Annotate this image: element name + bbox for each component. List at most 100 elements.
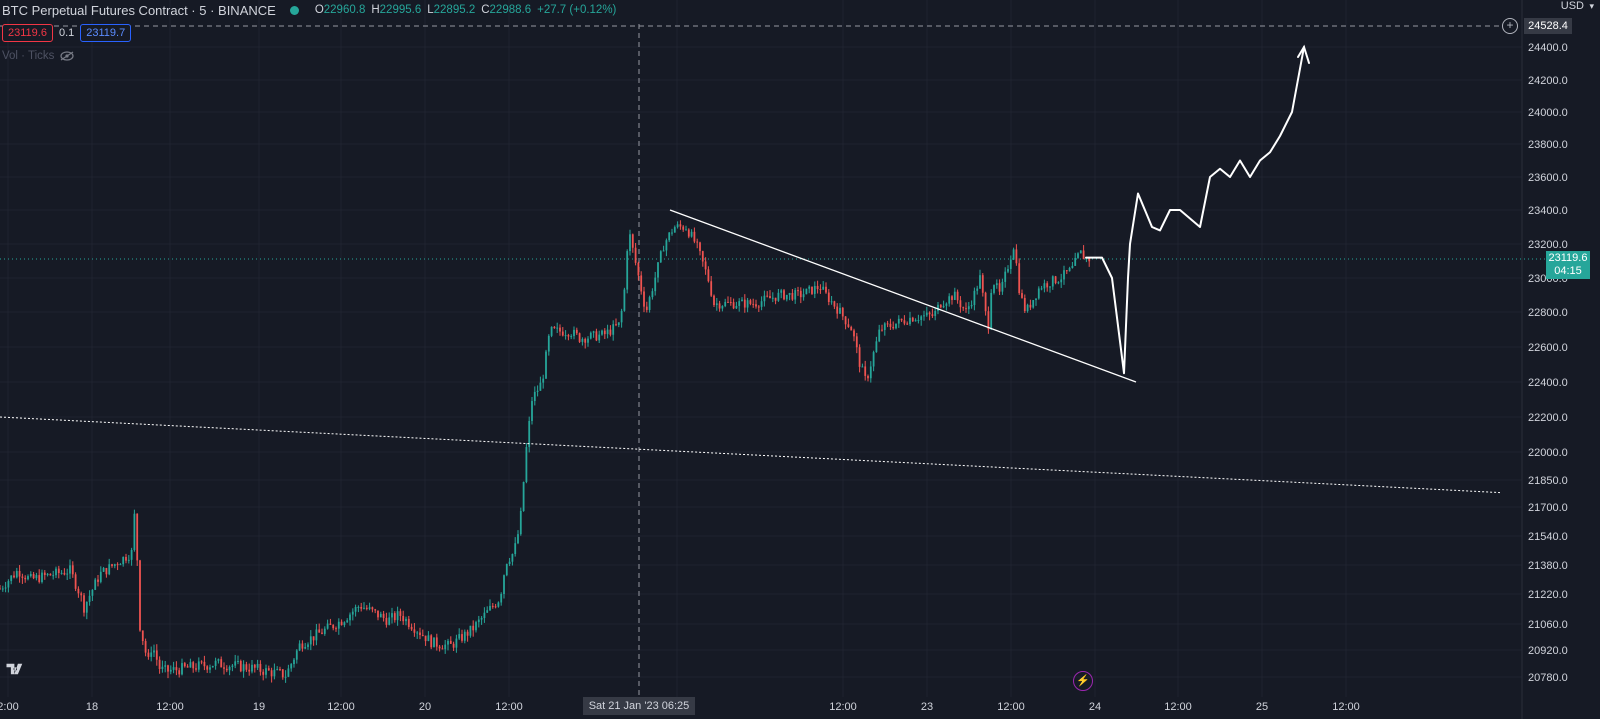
last-price-value: 23119.6 (1548, 252, 1588, 264)
candle-body-39 (108, 564, 111, 575)
price-tick-label: 21700.0 (1528, 502, 1568, 514)
candle-body-167 (466, 631, 469, 636)
candle-body-105 (293, 659, 295, 665)
candle-body-194 (542, 378, 545, 383)
time-axis[interactable]: 2:001812:001912:002012:002212:002312:002… (0, 701, 1360, 713)
candle-body-27 (74, 574, 77, 589)
candle-body-96 (267, 668, 270, 671)
candle-body-16 (43, 572, 46, 576)
candle-body-33 (91, 589, 94, 596)
time-tick-label: 12:00 (327, 701, 355, 713)
candle-body-79 (220, 659, 223, 668)
candle-body-201 (561, 331, 564, 336)
candle-body-237 (662, 250, 665, 252)
candle-body-183 (511, 554, 514, 562)
price-tick-label: 23200.0 (1528, 239, 1568, 251)
price-axis[interactable]: 24400.0 24200.0 24000.0 23800.0 23600.0 23400… (1521, 0, 1568, 719)
candle-body-229 (640, 275, 643, 292)
candle-body-57 (158, 659, 161, 670)
chart-drawings[interactable] (0, 44, 1501, 494)
candle-body-289 (808, 286, 811, 289)
candle-body-215 (601, 330, 603, 335)
candle-body-364 (1018, 263, 1021, 294)
candle-body-372 (1040, 288, 1043, 290)
candle-body-17 (46, 573, 49, 576)
candle-body-253 (707, 269, 710, 282)
candle-body-252 (704, 261, 707, 270)
market-status-icon (289, 5, 299, 15)
candle-body-231 (645, 306, 648, 310)
candle-body-291 (813, 285, 816, 294)
candle-body-335 (937, 304, 939, 311)
candle-body-204 (570, 336, 573, 338)
chevron-down-icon[interactable]: ▾ (1589, 1, 1594, 11)
volume-indicator-legend[interactable]: Vol · Ticks (2, 50, 75, 62)
crosshair-time-label: Sat 21 Jan '23 06:25 (583, 697, 695, 715)
time-tick-label: 12:00 (1164, 701, 1192, 713)
candle-body-209 (584, 338, 587, 343)
lightning-bolt-icon[interactable]: ⚡ (1073, 671, 1093, 691)
candle-body-98 (273, 669, 276, 677)
candle-body-315 (881, 329, 883, 331)
candle-body-210 (587, 338, 589, 343)
candle-body-309 (864, 366, 867, 376)
volume-indicator-label: Vol · Ticks (2, 50, 55, 62)
time-tick-label: 12:00 (156, 701, 184, 713)
candle-body-192 (536, 390, 539, 392)
candle-body-190 (531, 401, 533, 421)
candle-body-385 (1077, 253, 1079, 258)
candle-body-136 (379, 613, 382, 618)
candle-body-387 (1082, 250, 1085, 260)
candle-body-101 (281, 669, 284, 678)
candle-body-45 (125, 556, 127, 561)
candle-body-363 (1015, 249, 1018, 264)
eye-crossed-icon[interactable] (60, 51, 75, 61)
candle-body-246 (687, 229, 690, 237)
candle-body-219 (612, 324, 615, 335)
candle-body-247 (690, 231, 693, 237)
candle-body-174 (486, 610, 489, 613)
candle-body-286 (799, 290, 802, 298)
candle-body-120 (335, 628, 337, 630)
buy-button[interactable]: 23119.7 (80, 24, 132, 42)
candle-body-383 (1071, 265, 1074, 268)
candle-body-19 (52, 575, 55, 577)
candle-body-68 (189, 662, 192, 668)
tradingview-logo-icon[interactable] (5, 662, 31, 684)
candle-body-117 (326, 623, 329, 629)
candle-body-375 (1049, 286, 1051, 288)
candle-body-48 (133, 513, 136, 550)
candle-body-195 (545, 351, 547, 379)
currency-label[interactable]: USD (1560, 0, 1584, 12)
candle-body-51 (141, 630, 144, 642)
candle-body-171 (477, 619, 480, 623)
candle-body-270 (755, 304, 757, 307)
candle-body-227 (634, 247, 637, 263)
candle-body-103 (287, 668, 290, 677)
descending-trendline (669, 209, 1137, 383)
candle-body-52 (144, 641, 147, 653)
candle-body-140 (391, 613, 393, 618)
add-alert-plus-icon[interactable]: + (1502, 18, 1518, 34)
price-tick-label: 21220.0 (1528, 589, 1568, 601)
candle-body-176 (491, 605, 494, 607)
candle-body-152 (424, 635, 427, 642)
candle-body-353 (987, 311, 990, 330)
candle-body-311 (869, 366, 872, 379)
candle-body-293 (819, 289, 822, 291)
candle-body-317 (886, 323, 889, 325)
candle-body-168 (469, 625, 472, 636)
candle-body-282 (788, 292, 791, 295)
candle-body-143 (399, 611, 402, 616)
candle-body-221 (617, 322, 620, 326)
candle-body-8 (21, 576, 24, 578)
candle-body-224 (626, 251, 629, 290)
candle-body-329 (920, 316, 923, 321)
candle-body-5 (13, 575, 15, 578)
candle-body-330 (923, 315, 925, 317)
sell-button[interactable]: 23119.6 (2, 24, 53, 42)
symbol-title[interactable]: BTC Perpetual Futures Contract · 5 · BIN… (2, 2, 276, 18)
candle-body-47 (130, 549, 133, 560)
candle-body-26 (71, 565, 74, 575)
